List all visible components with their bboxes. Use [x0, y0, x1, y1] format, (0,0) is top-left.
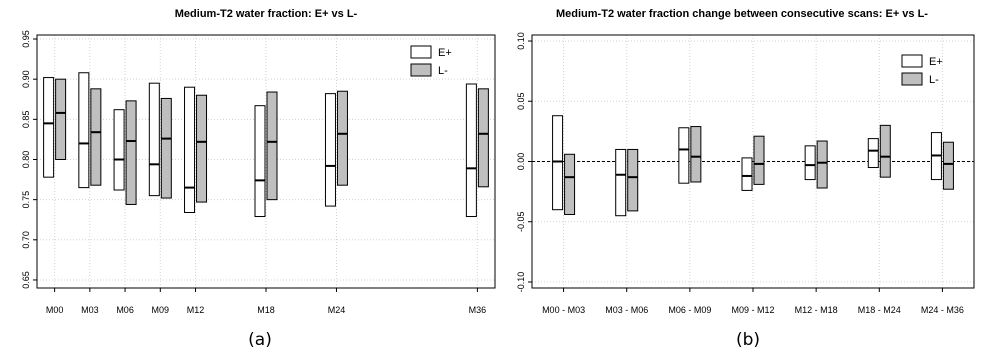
box-l-minus [879, 124, 891, 178]
x-tick-label: M06 - M09 [668, 305, 711, 315]
box-l-minus [942, 141, 954, 190]
box-l-minus [816, 140, 828, 189]
box-e-plus [804, 145, 816, 181]
box-l-minus [160, 97, 172, 199]
y-tick-label: 0.75 [21, 191, 31, 209]
box-l-minus [564, 153, 576, 216]
chart-b-boxes [552, 115, 954, 217]
x-tick-label: M18 [257, 305, 275, 315]
x-tick-label: M03 - M06 [605, 305, 648, 315]
legend-swatch [410, 63, 432, 77]
x-tick-label: M12 - M18 [795, 305, 838, 315]
box-l-minus [90, 88, 102, 186]
chart-b-y-axis: -0.10 -0.05 0.00 0.05 0.10 [516, 32, 532, 292]
box-e-plus [78, 72, 90, 189]
legend-label: E+ [438, 47, 452, 59]
x-tick-label: M00 [46, 305, 64, 315]
box-e-plus [465, 83, 477, 218]
x-tick-label: M24 [328, 305, 346, 315]
y-tick-label: 0.95 [21, 30, 31, 48]
y-tick-label: 0.85 [21, 111, 31, 129]
chart-b-title: Medium-T2 water fraction change between … [556, 8, 928, 20]
chart-b: -0.10 -0.05 0.00 0.05 0.10 M00 - M03 M03 - M0… [516, 32, 975, 315]
box-l-minus [477, 88, 489, 188]
x-tick-label: M09 [152, 305, 170, 315]
chart-b-legend: E+ L- [901, 54, 943, 86]
x-tick-label: M12 [187, 305, 205, 315]
box-e-plus [148, 82, 160, 197]
box-e-plus [324, 93, 336, 207]
x-tick-label: M24 - M36 [921, 305, 964, 315]
box-e-plus [43, 77, 55, 178]
legend-swatch [901, 72, 923, 86]
box-l-minus [336, 90, 348, 186]
box-l-minus [125, 100, 137, 205]
y-tick-label: 0.00 [516, 153, 526, 171]
legend-label: E+ [929, 56, 943, 68]
legend-label: L- [438, 65, 448, 77]
chart-a-x-axis: M00 M03 M06 M09 M12 M18 M24 M36 [46, 288, 486, 315]
chart-a-caption: (a) [248, 330, 272, 350]
chart-a-y-axis: 0.65 0.70 0.75 0.80 0.85 0.90 0.95 [21, 30, 37, 289]
y-tick-label: 0.10 [516, 32, 526, 50]
y-tick-label: 0.80 [21, 151, 31, 169]
x-tick-label: M03 [81, 305, 99, 315]
y-tick-label: 0.90 [21, 70, 31, 88]
x-tick-label: M09 - M12 [731, 305, 774, 315]
box-l-minus [627, 148, 639, 212]
y-tick-label: -0.05 [516, 211, 526, 232]
x-tick-label: M36 [469, 305, 487, 315]
y-tick-label: 0.70 [21, 231, 31, 249]
y-tick-label: -0.10 [516, 272, 526, 293]
x-tick-label: M18 - M24 [858, 305, 901, 315]
box-e-plus [867, 138, 879, 169]
x-tick-label: M00 - M03 [542, 305, 585, 315]
chart-a-legend: E+ L- [410, 45, 452, 77]
box-e-plus [615, 148, 627, 217]
box-e-plus [741, 157, 753, 191]
chart-a: 0.650.700.750.800.850.900.95 M00 M03 M06 M0… [21, 30, 496, 315]
legend-swatch [901, 54, 923, 68]
y-tick-label: 0.65 [21, 271, 31, 289]
box-l-minus [690, 126, 702, 183]
box-e-plus [678, 127, 690, 184]
box-l-minus [753, 135, 765, 185]
chart-a-title: Medium-T2 water fraction: E+ vs L- [175, 8, 358, 20]
chart-b-x-axis: M00 - M03 M03 - M06 M06 - M09 M09 - M12 M12 … [542, 288, 964, 315]
chart-b-caption: (b) [736, 330, 760, 350]
legend-label: L- [929, 74, 939, 86]
box-e-plus [184, 86, 196, 214]
y-tick-label: 0.05 [516, 92, 526, 110]
box-l-minus [196, 94, 208, 203]
box-e-plus [113, 109, 125, 191]
legend-swatch [410, 45, 432, 59]
x-tick-label: M06 [116, 305, 134, 315]
box-e-plus [254, 105, 266, 218]
box-l-minus [266, 91, 278, 201]
chart-a-boxes [43, 72, 489, 218]
box-l-minus [55, 78, 67, 160]
chart-a-grid [37, 35, 495, 288]
box-e-plus [552, 115, 564, 211]
